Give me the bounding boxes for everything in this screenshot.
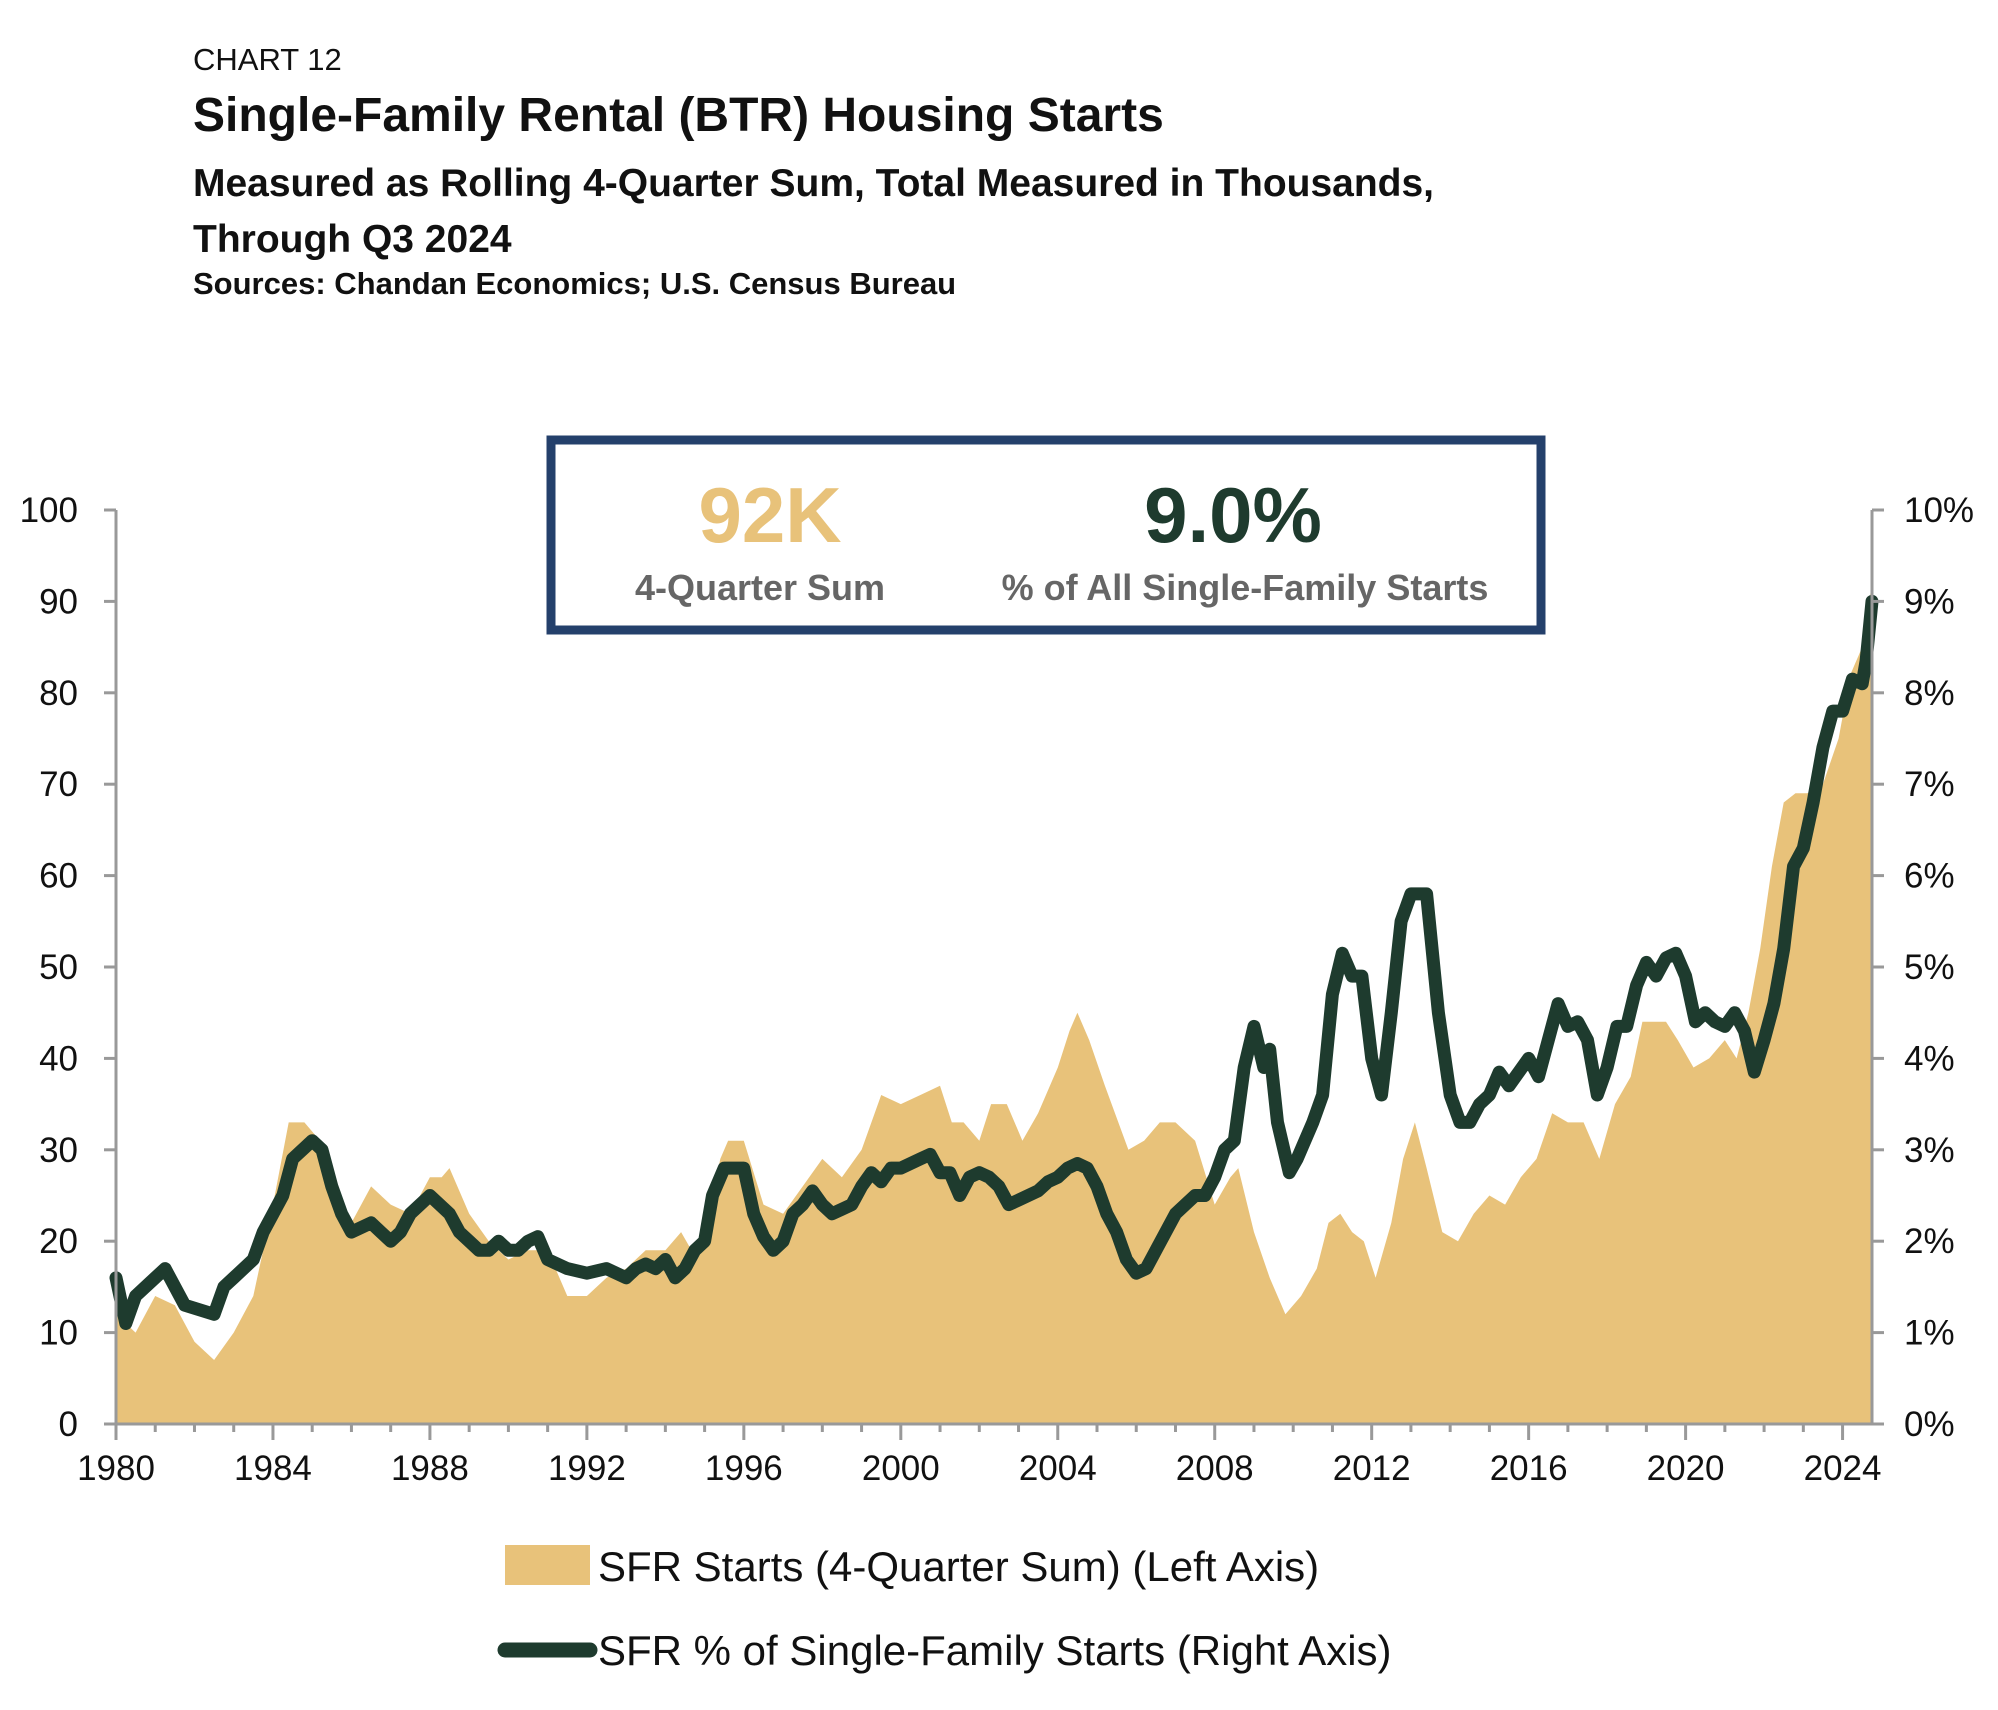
y-left-tick-label: 70	[39, 765, 78, 804]
series-line-sfr-share	[109, 594, 1879, 1330]
x-tick-label: 2008	[1176, 1449, 1254, 1488]
x-tick-label: 1984	[234, 1449, 312, 1488]
y-right-tick-label: 8%	[1904, 674, 1955, 713]
chart-subtitle: Measured as Rolling 4-Quarter Sum, Total…	[193, 156, 1434, 268]
y-left-tick-label: 80	[39, 674, 78, 713]
y-right-tick-label: 3%	[1904, 1131, 1955, 1170]
legend-area-label: SFR Starts (4-Quarter Sum) (Left Axis)	[598, 1543, 1319, 1590]
y-left-tick-label: 50	[39, 948, 78, 987]
y-right-tick-label: 9%	[1904, 582, 1955, 621]
y-left-tick-label: 100	[20, 491, 78, 530]
callout-left-label: 4-Quarter Sum	[635, 567, 885, 608]
x-tick-label: 1980	[77, 1449, 155, 1488]
chart-subtitle-line-2: Through Q3 2024	[193, 218, 512, 261]
x-tick-label: 2000	[862, 1449, 940, 1488]
callout-left-value: 92K	[698, 471, 841, 559]
y-right-tick-label: 1%	[1904, 1314, 1955, 1353]
chart-title: Single-Family Rental (BTR) Housing Start…	[193, 89, 1164, 142]
callout-border	[546, 435, 1546, 635]
y-left-tick-label: 60	[39, 857, 78, 896]
chart-label: CHART 12	[193, 42, 342, 77]
y-right-tick-label: 5%	[1904, 948, 1955, 987]
legend-area-swatch	[505, 1545, 590, 1585]
y-right-tick-label: 4%	[1904, 1039, 1955, 1078]
callout-right-value: 9.0%	[1144, 471, 1322, 559]
series-area-sfr-starts	[116, 583, 1872, 1424]
y-right-tick-label: 6%	[1904, 857, 1955, 896]
y-left-tick-label: 20	[39, 1222, 78, 1261]
y-left-tick-label: 0	[59, 1405, 78, 1444]
y-right-tick-label: 7%	[1904, 765, 1955, 804]
y-left-tick-label: 90	[39, 582, 78, 621]
axes-layer: 0 10 20 30 40 50 60 70 80 90 100 0% 1% 2% 3% 4% 5% 6% 7% 8%…	[20, 491, 1974, 1488]
callout-box: 92K 4-Quarter Sum 9.0% % of All Single-F…	[546, 435, 1546, 635]
x-tick-label: 2024	[1804, 1449, 1882, 1488]
plot-layer	[109, 583, 1879, 1424]
y-left-tick-label: 10	[39, 1314, 78, 1353]
x-tick-label: 1996	[705, 1449, 783, 1488]
x-tick-label: 2004	[1019, 1449, 1097, 1488]
y-left-tick-label: 30	[39, 1131, 78, 1170]
x-tick-label: 2012	[1333, 1449, 1411, 1488]
x-tick-label: 2020	[1647, 1449, 1725, 1488]
y-left-tick-label: 40	[39, 1039, 78, 1078]
y-right-tick-label: 0%	[1904, 1405, 1955, 1444]
x-tick-label: 2016	[1490, 1449, 1568, 1488]
y-right-tick-label: 2%	[1904, 1222, 1955, 1261]
x-tick-label: 1992	[548, 1449, 626, 1488]
legend: SFR Starts (4-Quarter Sum) (Left Axis) S…	[497, 1543, 1392, 1674]
x-tick-label: 1988	[391, 1449, 469, 1488]
chart-sources: Sources: Chandan Economics; U.S. Census …	[193, 266, 957, 301]
y-right-tick-label: 10%	[1904, 491, 1974, 530]
chart-subtitle-line-1: Measured as Rolling 4-Quarter Sum, Total…	[193, 162, 1435, 205]
legend-line-label: SFR % of Single-Family Starts (Right Axi…	[598, 1627, 1392, 1674]
callout-right-label: % of All Single-Family Starts	[1002, 567, 1489, 608]
